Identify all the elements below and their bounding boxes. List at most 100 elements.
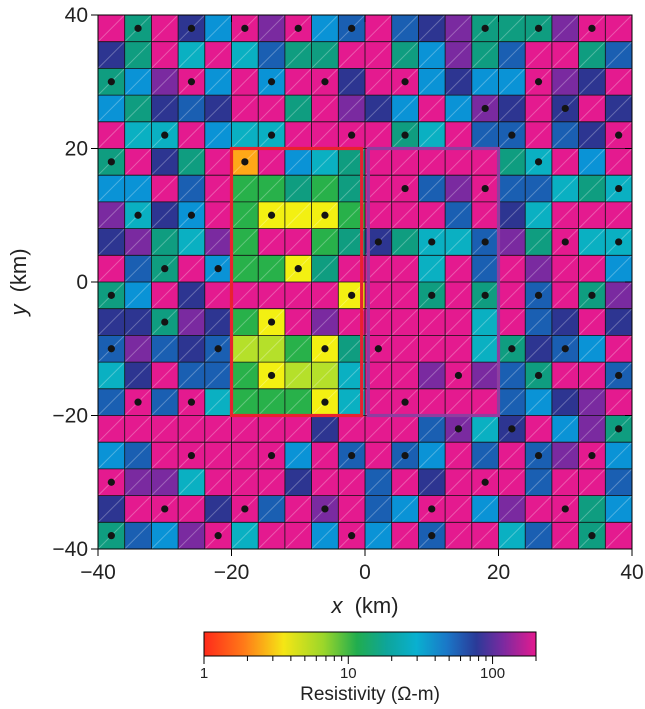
heatmap-cell — [151, 68, 179, 96]
heatmap-cell — [391, 415, 419, 443]
cell-diagonal — [498, 201, 526, 229]
station-point — [481, 291, 489, 299]
cell-diagonal — [284, 228, 312, 256]
cell-diagonal — [471, 68, 499, 96]
cell-diagonal — [124, 41, 152, 69]
cell-diagonal — [151, 148, 179, 176]
heatmap-cell — [418, 41, 446, 69]
cell-diagonal — [284, 441, 312, 470]
heatmap-cell — [471, 148, 499, 176]
cell-diagonal — [524, 41, 553, 69]
cell-diagonal — [97, 495, 126, 523]
heatmap-cell — [365, 468, 392, 496]
x-axis-variable: x — [330, 593, 343, 618]
cell-diagonal — [204, 441, 232, 470]
heatmap-cell — [391, 308, 419, 336]
station-point — [214, 265, 222, 273]
station-point — [401, 184, 409, 193]
station-point — [588, 24, 596, 32]
cell-diagonal — [604, 201, 633, 229]
heatmap-cell — [338, 495, 366, 523]
cell-diagonal — [257, 521, 286, 550]
cell-diagonal — [151, 521, 179, 550]
station-point — [161, 505, 169, 513]
cell-diagonal — [231, 174, 259, 203]
heatmap-cell — [605, 388, 633, 416]
station-point — [401, 131, 409, 139]
station-point — [615, 238, 623, 246]
heatmap-cell — [551, 282, 579, 309]
station-point — [321, 398, 329, 406]
cell-diagonal — [498, 14, 526, 43]
heatmap-cell — [471, 388, 499, 416]
heatmap-cell — [124, 362, 152, 390]
cell-diagonal — [284, 521, 312, 550]
station-point — [534, 78, 543, 86]
cell-diagonal — [444, 121, 473, 149]
cell-diagonal — [257, 335, 286, 363]
station-point — [107, 291, 115, 299]
cell-diagonal — [284, 361, 312, 390]
heatmap-cell — [445, 468, 473, 496]
heatmap-cell — [151, 388, 179, 416]
cell-diagonal — [498, 441, 526, 470]
station-point — [588, 451, 596, 460]
heatmap-cell — [258, 335, 286, 363]
cell-diagonal — [578, 121, 606, 149]
heatmap-cell — [445, 121, 473, 149]
station-point — [481, 478, 489, 486]
heatmap-cell — [231, 388, 259, 416]
cell-diagonal — [551, 254, 579, 283]
heatmap-cell — [365, 495, 392, 523]
heatmap-cell — [471, 415, 499, 443]
station-point — [428, 532, 436, 540]
cell-diagonal — [604, 14, 633, 43]
station-point — [214, 345, 222, 353]
cell-diagonal — [418, 468, 446, 496]
heatmap-cell — [418, 121, 446, 149]
cell-diagonal — [444, 41, 473, 69]
cell-diagonal — [231, 68, 259, 96]
heatmap-cell — [151, 175, 179, 203]
cell-diagonal — [204, 415, 232, 443]
heatmap-cell — [471, 362, 499, 390]
cell-diagonal — [204, 14, 232, 43]
cell-diagonal — [471, 148, 499, 176]
heatmap-cell — [284, 121, 312, 149]
heatmap-cell — [445, 335, 473, 363]
station-point — [107, 345, 115, 353]
heatmap-cell — [365, 415, 392, 443]
cell-diagonal — [524, 308, 553, 336]
region-outline — [366, 146, 501, 418]
colorbar-title: Resistivity (Ω-m) — [300, 684, 440, 705]
cell-diagonal — [231, 94, 259, 123]
cell-diagonal — [177, 228, 206, 256]
colorbar: 1 10 100 Resistivity (Ω-m) — [200, 631, 537, 705]
cell-diagonal — [578, 361, 606, 390]
heatmap-cell — [311, 121, 339, 149]
station-point — [187, 451, 196, 460]
cell-diagonal — [257, 14, 286, 43]
station-point — [187, 24, 196, 32]
heatmap-cell — [578, 95, 606, 123]
cell-diagonal — [151, 441, 179, 470]
cell-diagonal — [498, 495, 526, 523]
heatmap-cell — [391, 228, 419, 256]
colorbar-bar — [203, 631, 537, 657]
heatmap-cell — [124, 95, 152, 123]
cell-diagonal — [471, 495, 499, 523]
heatmap-cell — [445, 388, 473, 416]
cell-diagonal — [124, 415, 152, 443]
heatmap-cell — [525, 201, 553, 229]
y-tick-label: 40 — [65, 4, 88, 27]
heatmap-cell — [445, 201, 473, 229]
cell-diagonal — [498, 148, 526, 176]
heatmap-cell — [365, 15, 392, 42]
cell-diagonal — [391, 521, 419, 550]
heatmap-cell — [578, 308, 606, 336]
heatmap-cell — [124, 442, 152, 470]
cell-diagonal — [418, 415, 446, 443]
heatmap-cell — [178, 148, 206, 176]
heatmap-cell — [551, 362, 579, 390]
cell-diagonal — [498, 388, 526, 416]
